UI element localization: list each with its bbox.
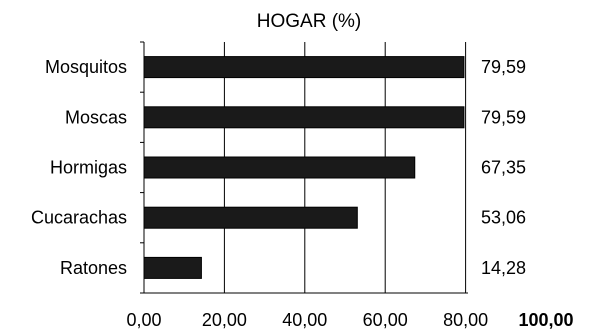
chart-title: HOGAR (%) <box>257 11 362 32</box>
x-tick-label: 40,00 <box>282 310 327 330</box>
data-label: 67,35 <box>481 158 526 178</box>
bar <box>143 256 202 279</box>
axes <box>140 41 468 294</box>
x-tick-label: 80,00 <box>443 310 488 330</box>
category-label: Cucarachas <box>31 208 127 228</box>
data-label: 79,59 <box>481 57 526 77</box>
category-label: Hormigas <box>50 158 127 178</box>
x-tick-label: 60,00 <box>363 310 408 330</box>
data-label: 53,06 <box>481 208 526 228</box>
bars <box>143 56 465 279</box>
bar <box>143 56 465 79</box>
x-tick-label: 20,00 <box>202 310 247 330</box>
category-label: Moscas <box>65 107 127 127</box>
category-label: Ratones <box>60 258 127 278</box>
x-tick-label: 100,00 <box>518 310 573 330</box>
x-tick-label: 0,00 <box>126 310 161 330</box>
data-label: 79,59 <box>481 107 526 127</box>
data-label: 14,28 <box>481 258 526 278</box>
bar <box>143 156 416 179</box>
labels: Mosquitos 79,59 Moscas 79,59 Hormigas 67,35 Cu… <box>31 57 574 330</box>
category-label: Mosquitos <box>45 57 127 77</box>
bar <box>143 106 465 129</box>
bar <box>143 206 358 229</box>
